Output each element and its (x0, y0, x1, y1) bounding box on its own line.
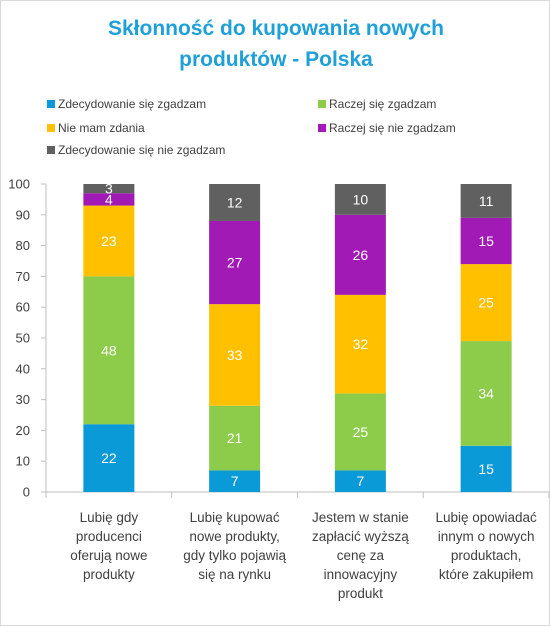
bar-segment (460, 341, 512, 446)
category-label-line: Jestem w stanie (312, 510, 409, 525)
data-label: 33 (227, 347, 243, 363)
bar-segment (83, 205, 135, 277)
category-label-line: Lubię gdy (80, 510, 139, 525)
data-label: 12 (227, 194, 243, 210)
bar-segment (334, 294, 386, 394)
chart-title: Skłonność do kupowania nowych produktów … (1, 13, 550, 75)
category-label-line: produkt (338, 586, 383, 601)
chart-title-line-1: Skłonność do kupowania nowych (107, 17, 445, 40)
legend-swatch-no-opinion (47, 124, 55, 132)
legend-label-rather-agree: Raczej się zgadzam (329, 97, 437, 111)
category-label: Lubię opowiadać innym o nowych produktach,… (435, 510, 537, 582)
legend-item-no-opinion: Nie mam zdania (47, 121, 145, 135)
bar-segment (334, 184, 386, 215)
category-label-line: oferują nowe (70, 548, 147, 563)
legend-swatch-rather-agree (318, 100, 326, 108)
category-label: Lubię gdy producenci oferują nowe produkty (70, 510, 147, 582)
category-label-line: innym o nowych (438, 529, 535, 544)
legend-item-rather-agree: Raczej się zgadzam (318, 97, 436, 111)
bar-segment (460, 184, 512, 218)
y-tick-label: 90 (16, 207, 30, 222)
legend-label-no-opinion: Nie mam zdania (58, 121, 145, 135)
legend-label-strongly-disagree: Zdecydowanie się nie zgadzam (58, 143, 226, 157)
category-label-line: producenci (76, 529, 142, 544)
category-label-line: Lubię kupować (190, 510, 280, 525)
category-label-line: produkty (83, 567, 135, 582)
bar-segment (460, 264, 512, 342)
category-label-line: zapłacić wyższą (312, 529, 409, 544)
data-label: 25 (478, 295, 494, 311)
data-label: 7 (356, 473, 364, 489)
data-label: 34 (478, 385, 494, 401)
legend-swatch-strongly-agree (47, 100, 55, 108)
data-label: 3 (105, 181, 113, 197)
y-tick-label: 60 (16, 300, 30, 315)
data-label: 25 (353, 424, 369, 440)
category-label-line: się na rynku (198, 567, 271, 582)
bar-segment (83, 184, 135, 194)
data-label: 10 (353, 191, 369, 207)
data-label: 15 (478, 233, 494, 249)
data-label: 15 (478, 461, 494, 477)
legend-item-strongly-disagree: Zdecydowanie się nie zgadzam (47, 143, 225, 157)
data-label: 26 (353, 247, 369, 263)
data-label: 22 (101, 450, 117, 466)
data-label: 32 (353, 336, 369, 352)
legend-label-rather-disagree: Raczej się nie zgadzam (329, 121, 456, 135)
bar-segment (209, 220, 261, 305)
category-label-line: które zakupiłem (439, 567, 534, 582)
bar-segment (334, 470, 386, 492)
legend-item-strongly-agree: Zdecydowanie się zgadzam (47, 97, 206, 111)
category-label-line: innowacyjny (324, 567, 398, 582)
data-label: 4 (105, 191, 113, 207)
legend-label-strongly-agree: Zdecydowanie się zgadzam (58, 97, 207, 111)
y-tick-label: 40 (16, 361, 30, 376)
y-tick-label: 0 (23, 485, 30, 500)
bar-segment (460, 445, 512, 492)
category-label-line: cenę za (337, 548, 385, 563)
category-label: Jestem w stanie zapłacić wyższą cenę za inn… (312, 510, 409, 601)
bar-segment (334, 214, 386, 295)
bar-segment (83, 276, 135, 425)
bar-segment (209, 470, 261, 492)
legend-item-rather-disagree: Raczej się nie zgadzam (318, 121, 456, 135)
bar-segment (209, 304, 261, 406)
category-label-line: Lubię opowiadać (435, 510, 537, 525)
category-label-line: produktach, (451, 548, 522, 563)
data-label: 7 (231, 473, 239, 489)
legend-swatch-rather-disagree (318, 124, 326, 132)
y-tick-label: 70 (16, 269, 30, 284)
data-label: 11 (479, 193, 494, 209)
data-label: 23 (101, 233, 117, 249)
bar-segment (83, 193, 135, 206)
bar-segment (460, 217, 512, 265)
chart-title-line-2: produktów - Polska (179, 48, 373, 71)
data-label: 21 (227, 430, 243, 446)
y-tick-label: 80 (16, 238, 30, 253)
bar-segment (334, 393, 386, 471)
category-label-line: nowe produkty, (189, 529, 280, 544)
data-label: 48 (101, 342, 117, 358)
category-label: Lubię kupować nowe produkty, gdy tylko poj… (183, 510, 286, 582)
bar-segment (83, 424, 135, 492)
bar-segment (209, 184, 261, 221)
y-tick-label: 20 (16, 423, 30, 438)
bar-segment (209, 405, 261, 471)
y-tick-label: 50 (16, 331, 30, 346)
y-tick-label: 10 (16, 454, 30, 469)
y-tick-label: 30 (16, 392, 30, 407)
category-label-line: gdy tylko pojawią (183, 548, 286, 563)
data-label: 27 (227, 255, 243, 271)
y-tick-label: 100 (8, 177, 30, 192)
legend-swatch-strongly-disagree (47, 146, 55, 154)
